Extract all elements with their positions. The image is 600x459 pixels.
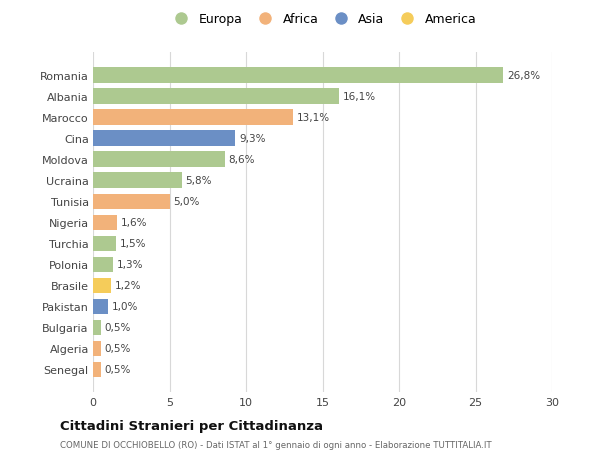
Text: Cittadini Stranieri per Cittadinanza: Cittadini Stranieri per Cittadinanza: [60, 419, 323, 432]
Text: 5,0%: 5,0%: [173, 196, 200, 207]
Text: 16,1%: 16,1%: [343, 92, 376, 102]
Bar: [93, 194, 170, 209]
Text: 1,0%: 1,0%: [112, 302, 139, 312]
Bar: [93, 173, 182, 188]
Text: 0,5%: 0,5%: [104, 364, 131, 375]
Bar: [93, 341, 101, 356]
Bar: [93, 236, 116, 251]
Text: 5,8%: 5,8%: [185, 176, 212, 185]
Bar: [93, 320, 101, 335]
Bar: [93, 89, 340, 104]
Text: 1,3%: 1,3%: [117, 260, 143, 269]
Text: 0,5%: 0,5%: [104, 343, 131, 353]
Bar: [93, 131, 235, 146]
Bar: [93, 215, 118, 230]
Text: 8,6%: 8,6%: [229, 155, 255, 165]
Text: COMUNE DI OCCHIOBELLO (RO) - Dati ISTAT al 1° gennaio di ogni anno - Elaborazion: COMUNE DI OCCHIOBELLO (RO) - Dati ISTAT …: [60, 441, 491, 449]
Bar: [93, 257, 113, 272]
Text: 9,3%: 9,3%: [239, 134, 266, 144]
Bar: [93, 68, 503, 84]
Text: 1,5%: 1,5%: [120, 239, 146, 249]
Text: 13,1%: 13,1%: [297, 113, 331, 123]
Text: 1,2%: 1,2%: [115, 280, 142, 291]
Bar: [93, 299, 108, 314]
Bar: [93, 152, 224, 167]
Text: 26,8%: 26,8%: [507, 71, 540, 81]
Bar: [93, 110, 293, 125]
Text: 1,6%: 1,6%: [121, 218, 148, 228]
Legend: Europa, Africa, Asia, America: Europa, Africa, Asia, America: [164, 8, 481, 31]
Bar: [93, 278, 112, 293]
Bar: [93, 362, 101, 377]
Text: 0,5%: 0,5%: [104, 323, 131, 332]
